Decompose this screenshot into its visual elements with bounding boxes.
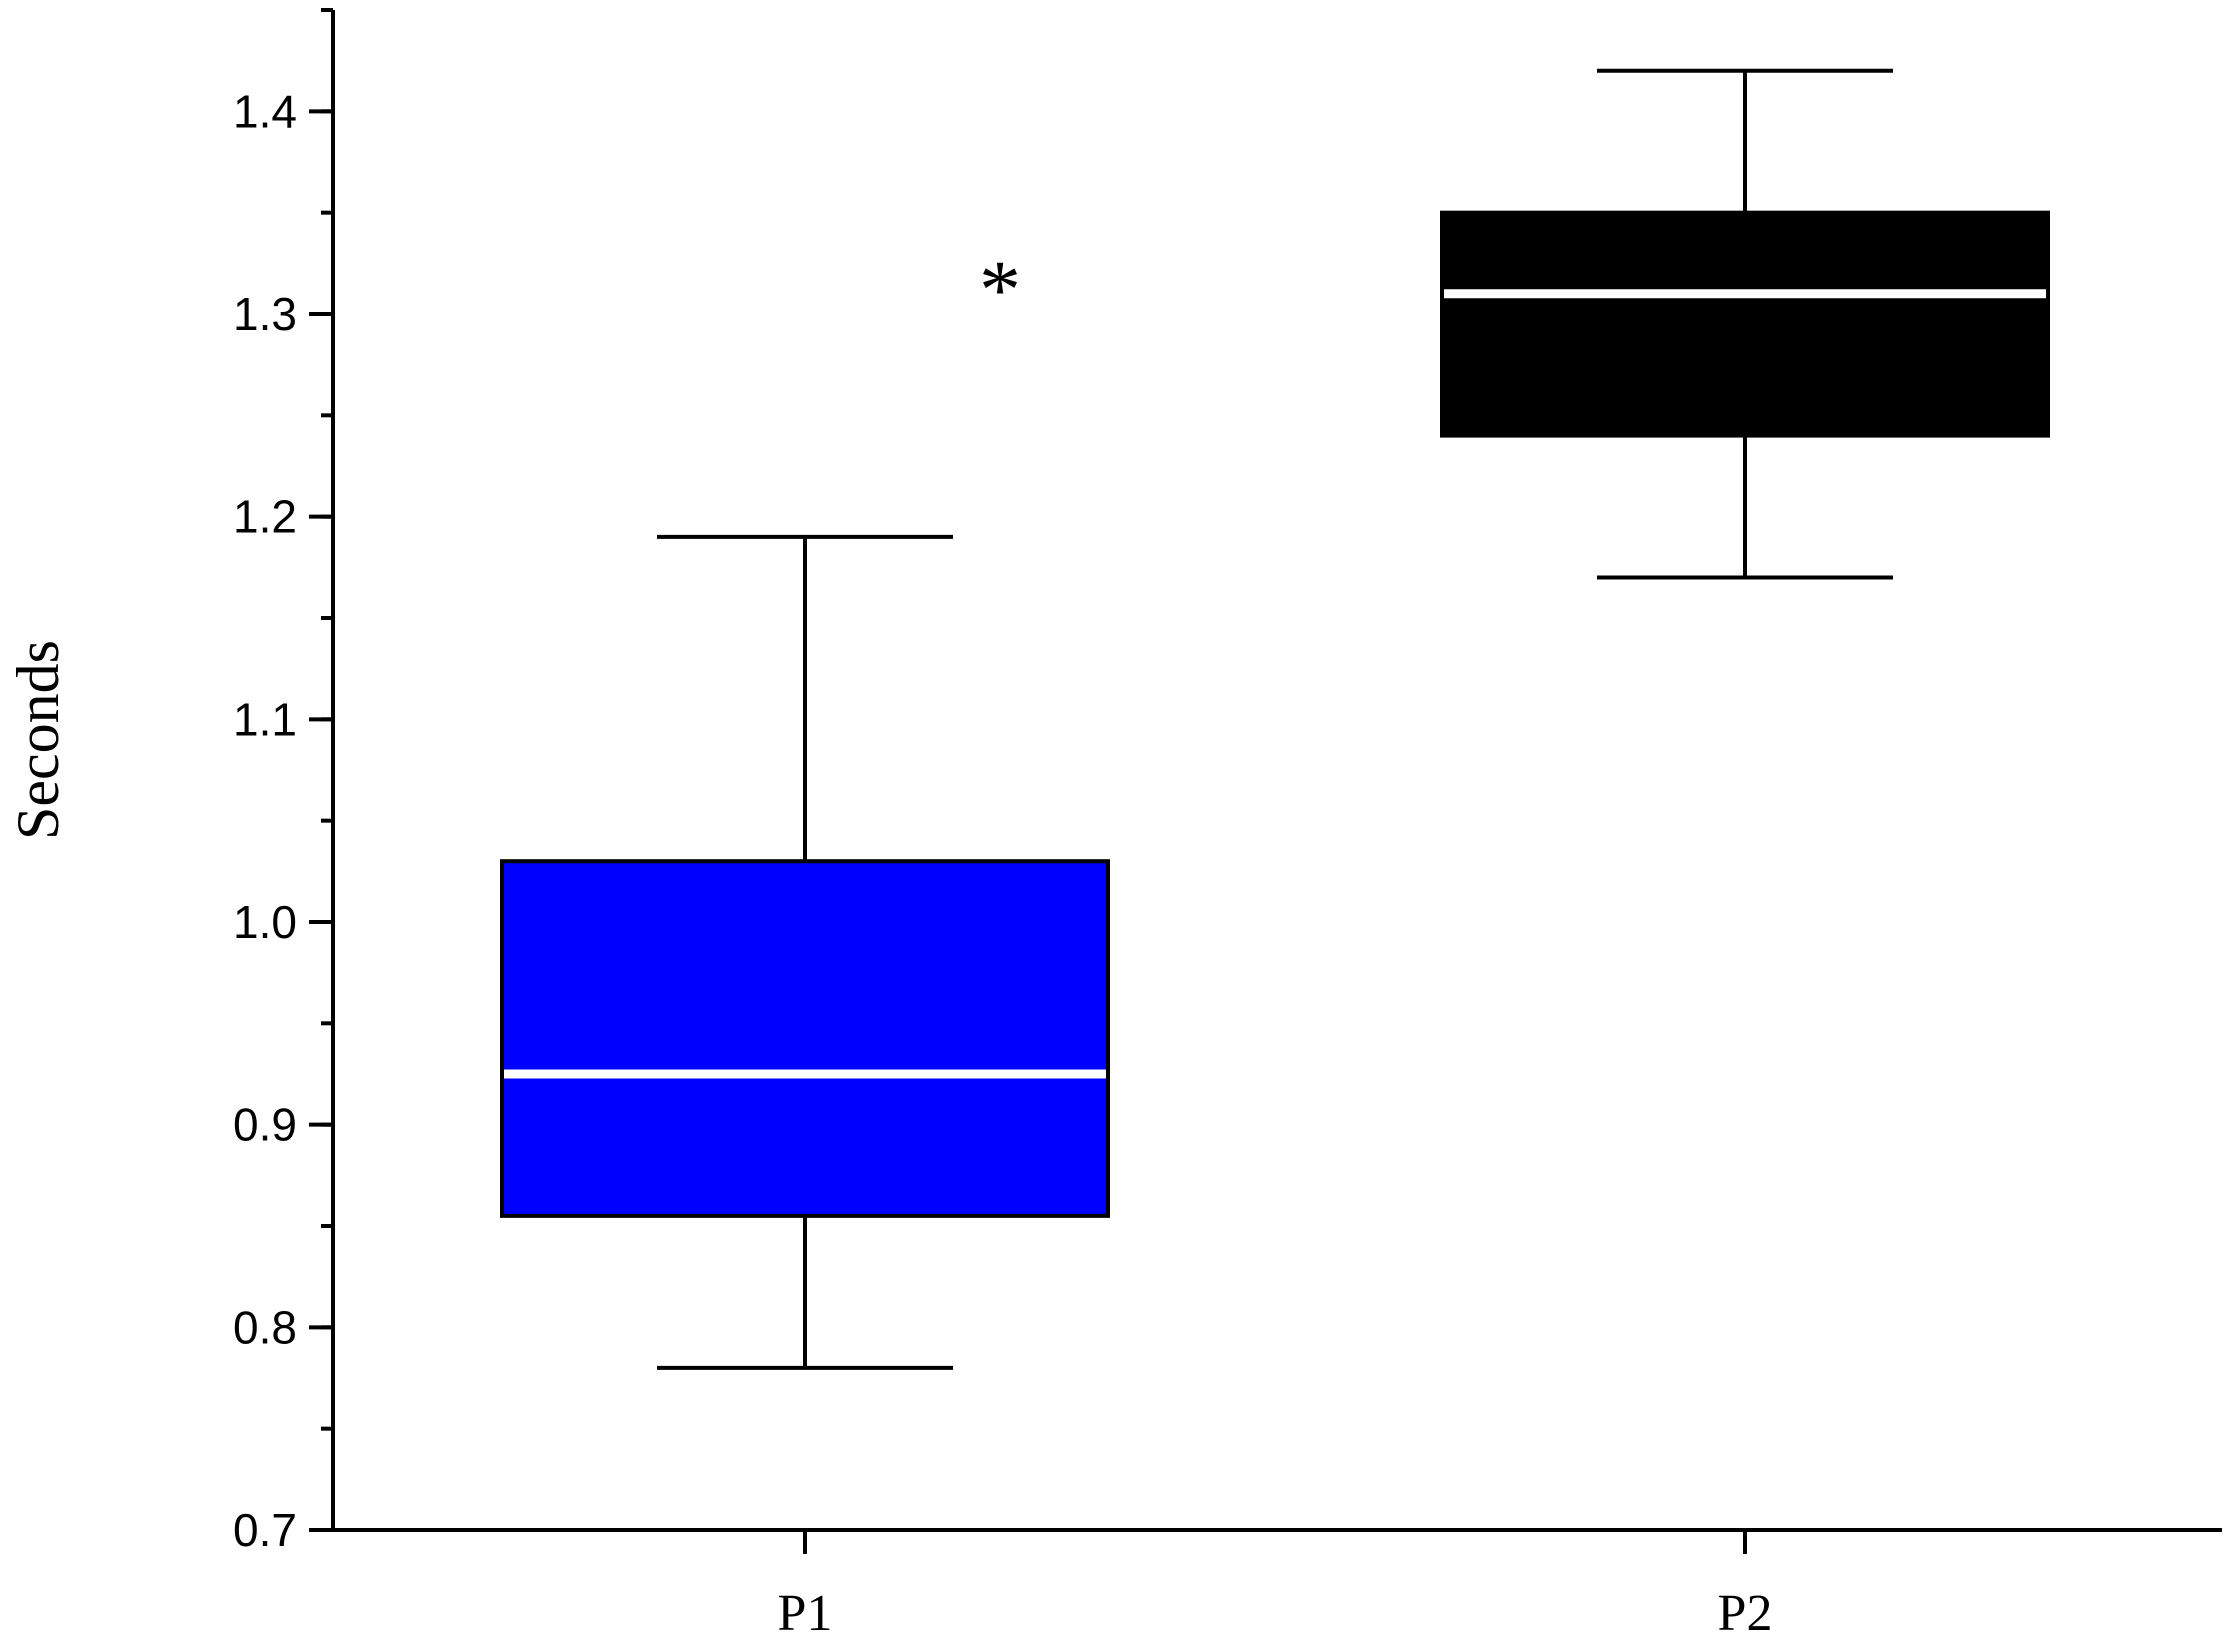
y-tick-label: 1.4 xyxy=(233,85,297,137)
annotations: * xyxy=(979,243,1021,336)
y-tick-label: 1.0 xyxy=(233,896,297,948)
boxes xyxy=(500,68,2050,1370)
y-tick-label: 0.7 xyxy=(233,1504,297,1556)
box-p1 xyxy=(500,534,1110,1370)
x-tick-label: P1 xyxy=(778,1585,833,1642)
y-tick-label: 0.8 xyxy=(233,1301,297,1353)
y-tick-label: 1.2 xyxy=(233,491,297,543)
box-body xyxy=(500,859,1110,1218)
axes: 0.7 0.8 0.9 1.0 1.1 1.2 1.3 1.4 P1 P2 xyxy=(233,8,2222,1642)
significance-asterisk: * xyxy=(979,243,1021,336)
x-tick-label: P2 xyxy=(1718,1585,1773,1642)
y-tick-label: 0.9 xyxy=(233,1099,297,1151)
y-tick-label: 1.1 xyxy=(233,693,297,745)
box-body xyxy=(1440,210,2050,438)
y-axis-title: Seconds xyxy=(5,640,71,840)
y-tick-label: 1.3 xyxy=(233,288,297,340)
box-p2 xyxy=(1440,68,2050,580)
